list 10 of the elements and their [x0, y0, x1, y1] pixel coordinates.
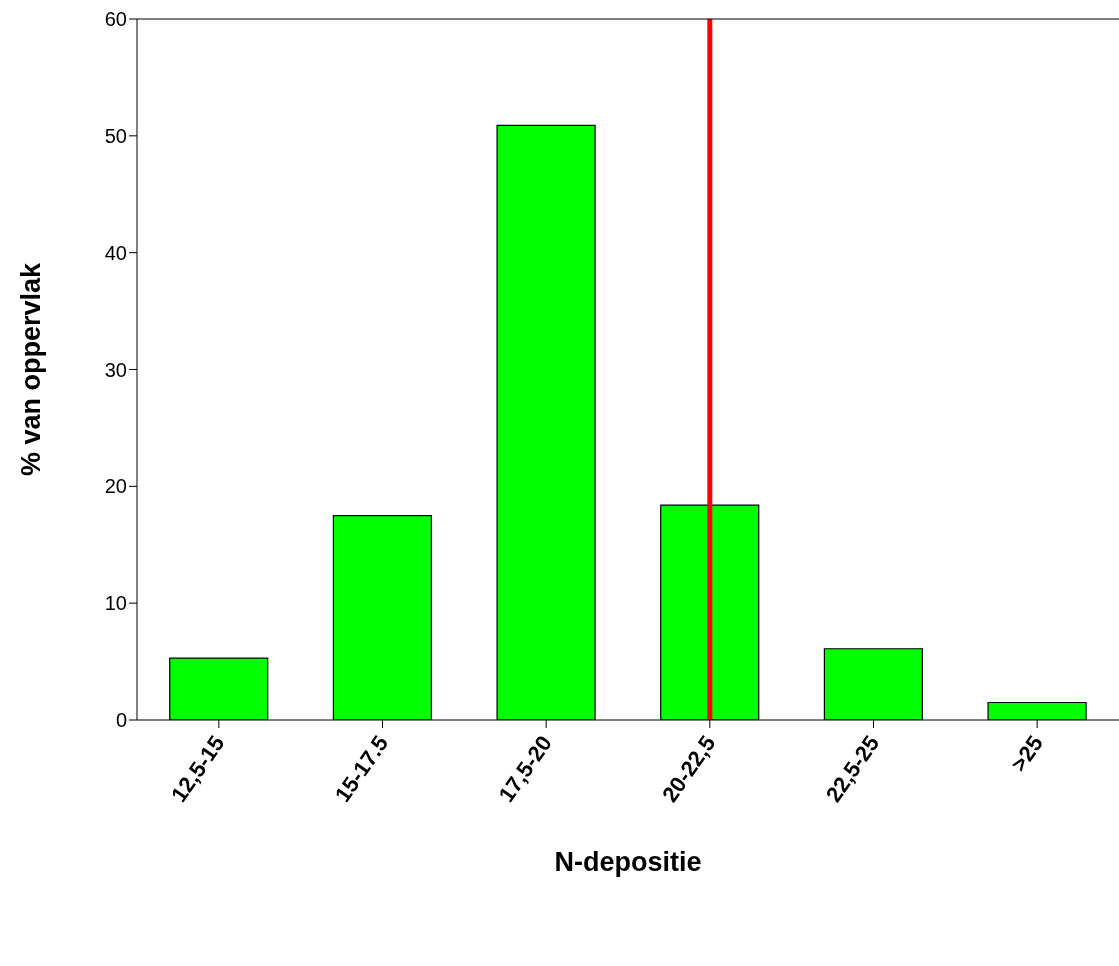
- y-tick-label: 0: [115, 709, 127, 732]
- y-tick-label: 60: [104, 8, 127, 31]
- y-tick-label: 50: [104, 124, 127, 147]
- x-tick-label: >25: [1005, 731, 1048, 777]
- y-axis-title: % van oppervlak: [15, 261, 46, 477]
- x-axis-title: N-depositie: [554, 847, 702, 877]
- y-tick-label: 20: [104, 475, 127, 498]
- y-tick-label: 40: [104, 241, 127, 264]
- y-tick-label: 30: [104, 358, 127, 381]
- y-tick-label: 10: [104, 592, 127, 615]
